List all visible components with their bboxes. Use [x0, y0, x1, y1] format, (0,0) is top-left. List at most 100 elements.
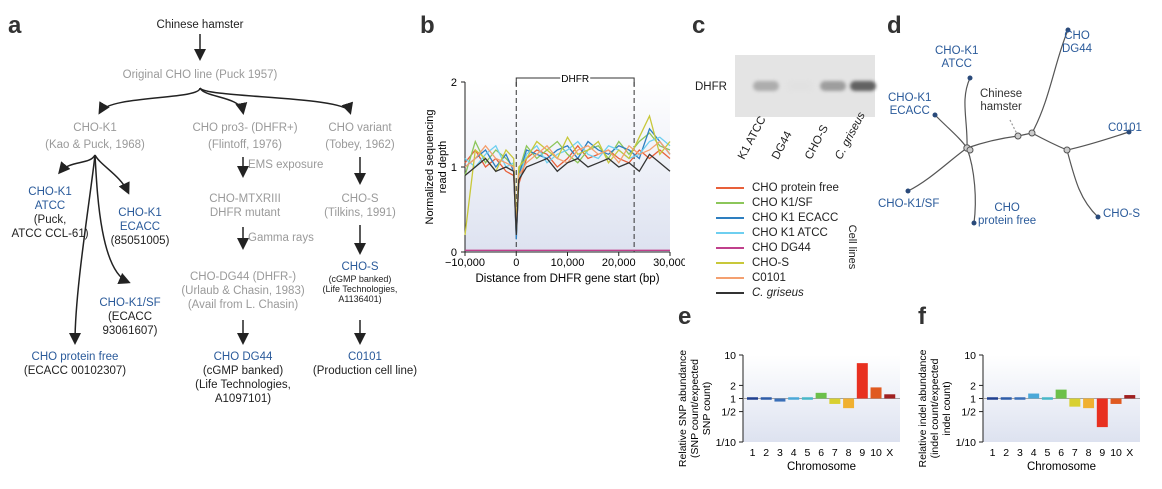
bar-8 [856, 363, 868, 399]
legend-label: CHO K1 ECACC [752, 211, 839, 224]
tree-node-label: CHO protein free [978, 202, 1037, 227]
y-tick-label-4: 1/10 [956, 437, 977, 449]
x-tick-label-1: 2 [1003, 447, 1009, 459]
mtx-desc: DHFR mutant [209, 207, 281, 219]
cho-s-node: CHO-S (cGMP banked) (Life Technologies, … [305, 260, 415, 304]
cho-k1-ref: (Kao & Puck, 1968) [45, 139, 145, 151]
atcc-name-2: ATCC [34, 200, 66, 212]
gel-lane-labels: K1 ATCC DG44 CHO-S C. griseus [710, 110, 880, 178]
y-tick-label-2: 2 [451, 77, 457, 89]
gamma-label: Gamma rays [248, 232, 314, 244]
root-node: Chinese hamster [156, 19, 244, 31]
panel-label-d: d [887, 12, 902, 39]
x-tick-label-1: 0 [513, 257, 519, 269]
bar-10 [1124, 395, 1136, 399]
bar-10 [884, 394, 896, 399]
tree-node-label: Chinese hamster [980, 88, 1023, 113]
cho-pro3-name: CHO pro3- (DHFR+) [192, 122, 298, 134]
tree-node-label: CHO-K1 ATCC [935, 45, 979, 70]
bar-9 [1110, 398, 1122, 404]
y-tick-label-3: 1/2 [721, 407, 736, 419]
legend-label: CHO protein free [752, 181, 839, 194]
legend-item: C. griseus [716, 285, 846, 300]
cho-mtx-node: CHO-MTXRIII DHFR mutant [180, 192, 310, 220]
cho-variant-node: CHO variant (Tobey, 1962) [300, 121, 420, 152]
y-tick-label-2: 1 [730, 394, 736, 406]
cho-variant-ref: (Tobey, 1962) [325, 139, 395, 151]
dg44-cat: A1097101) [214, 393, 272, 405]
bar-8 [1096, 398, 1108, 428]
cho-k1-sf-node: CHO-K1/SF (ECACC 93061607) [85, 296, 175, 338]
ecacc-name-2: ECACC [119, 221, 161, 233]
dg44-name: CHO DG44 [213, 351, 273, 363]
legend-swatch [716, 231, 744, 234]
dg44-life: (Life Technologies, [195, 379, 291, 391]
x-tick-label-10: X [886, 447, 893, 459]
bar-5 [1055, 389, 1067, 399]
y-axis-label-line: (SNP count/expected [689, 359, 701, 458]
legend-title: Cell lines [846, 224, 858, 270]
legend-item: CHO DG44 [716, 240, 846, 255]
bar-7 [1083, 398, 1095, 409]
legend-item: CHO K1 ATCC [716, 225, 846, 240]
lane-label-0: K1 ATCC [736, 114, 769, 162]
c0101-desc: (Production cell line) [312, 365, 418, 377]
bar-9 [870, 387, 882, 399]
legend-swatch [716, 186, 744, 189]
x-tick-label-0: 1 [750, 447, 756, 459]
x-tick-label-9: 10 [870, 447, 882, 459]
bar-3 [788, 397, 800, 400]
k1sf-ref-2: 93061607) [102, 325, 158, 337]
cho-k1-atcc-node: CHO-K1 ATCC (Puck, ATCC CCL-61) [10, 185, 90, 241]
dg44-mid-avail: (Avail from L. Chasin) [187, 299, 299, 311]
cho-protein-free-node: CHO protein free (ECACC 00102307) [15, 350, 135, 378]
x-axis-label: Chromosome [787, 461, 856, 473]
bar-4 [801, 397, 813, 400]
mtx-name: CHO-MTXRIII [209, 193, 281, 205]
gel-image [735, 55, 876, 117]
x-tick-label-8: 9 [859, 447, 865, 459]
gel-row-label: DHFR [695, 81, 727, 93]
y-axis-label-line: Relative SNP abundance [677, 350, 689, 467]
x-tick-label-2: 3 [1017, 447, 1023, 459]
legend-item: CHO K1/SF [716, 195, 846, 210]
gel-band-2 [820, 81, 846, 91]
plot-area [465, 82, 670, 252]
legend-item: CHO protein free [716, 180, 846, 195]
cho-k1-node: CHO-K1 (Kao & Puck, 1968) [20, 121, 170, 152]
k1sf-name: CHO-K1/SF [99, 297, 161, 309]
x-tick-label-10: X [1126, 447, 1133, 459]
gel-band-3 [850, 81, 876, 91]
x-tick-label-7: 8 [846, 447, 852, 459]
y-tick-label-2: 1 [970, 394, 976, 406]
legend-swatch [716, 291, 744, 294]
atcc-ref-2: ATCC CCL-61) [11, 228, 89, 240]
x-tick-label-6: 7 [1072, 447, 1078, 459]
x-tick-label-5: 6 [818, 447, 824, 459]
chos-mid-name: CHO-S [341, 193, 379, 205]
x-tick-label-7: 8 [1086, 447, 1092, 459]
x-tick-label-3: 4 [1031, 447, 1037, 459]
panel-label-e: e [678, 303, 692, 330]
legend-item: CHO K1 ECACC [716, 210, 846, 225]
chos-mid-ref: (Tilkins, 1991) [324, 207, 396, 219]
legend-label: CHO K1/SF [752, 196, 813, 209]
bar-6 [829, 398, 841, 404]
protein-free-ref: (ECACC 00102307) [23, 365, 127, 377]
chos-cat: A1136401) [338, 294, 382, 304]
panel-label-b: b [420, 12, 435, 39]
legend-label: C. griseus [752, 286, 804, 299]
x-tick-label-4: 5 [804, 447, 810, 459]
bar-2 [774, 398, 786, 402]
series-line-3 [464, 136, 671, 236]
legend-label: CHO DG44 [752, 241, 811, 254]
panel-label-a: a [8, 12, 22, 39]
bar-3 [1028, 393, 1040, 399]
legend-swatch [716, 216, 744, 219]
y-tick-label-0: 10 [724, 350, 736, 362]
bar-1 [760, 397, 772, 400]
series-line-6 [464, 140, 671, 231]
atcc-name-1: CHO-K1 [28, 186, 72, 198]
cho-pro3-node: CHO pro3- (DHFR+) (Flintoff, 1976) [170, 121, 320, 152]
x-tick-label-4: 30,000 [653, 257, 685, 269]
